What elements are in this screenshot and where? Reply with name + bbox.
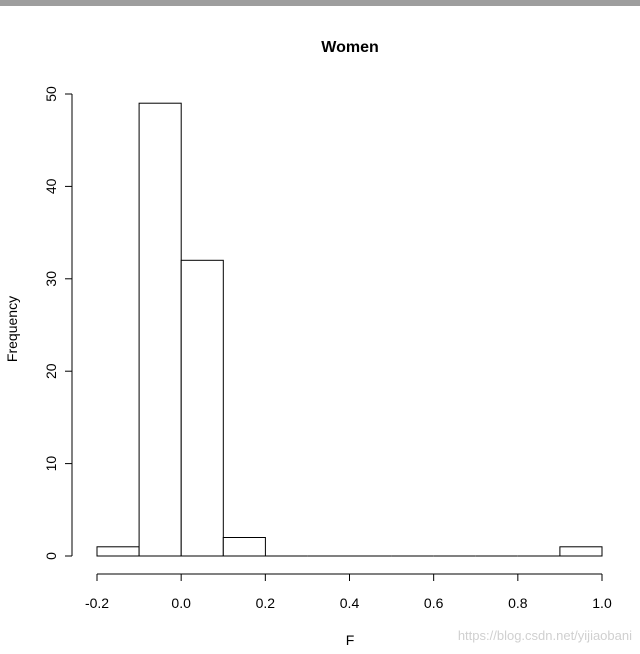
y-axis-label: Frequency	[4, 296, 20, 362]
y-tick-label: 0	[43, 552, 59, 560]
y-axis: 0 10 20 30 40 50	[43, 86, 73, 560]
x-tick-label: 0.6	[424, 595, 444, 611]
x-tick-label: 0.0	[171, 595, 191, 611]
x-tick-label: 0.8	[508, 595, 528, 611]
histogram-bars	[96, 102, 603, 557]
y-tick-label: 40	[43, 178, 59, 194]
window-top-bar	[0, 0, 640, 6]
histogram-bar	[222, 537, 266, 557]
x-tick-label: -0.2	[85, 595, 109, 611]
histogram-bar	[180, 259, 224, 557]
x-tick-label: 0.4	[340, 595, 360, 611]
x-axis: -0.2 0.0 0.2 0.4 0.6 0.8 1.0	[85, 573, 612, 611]
histogram-bar	[138, 102, 182, 557]
histogram-bar	[96, 546, 140, 557]
y-tick-label: 50	[43, 86, 59, 102]
y-tick-label: 30	[43, 271, 59, 287]
x-tick-label: 1.0	[592, 595, 612, 611]
y-tick-label: 10	[43, 456, 59, 472]
x-tick-label: 0.2	[256, 595, 276, 611]
chart-title: Women	[321, 39, 378, 56]
watermark-text: https://blog.csdn.net/yijiaobani	[458, 628, 632, 643]
x-axis-label: F	[346, 632, 355, 648]
y-tick-label: 20	[43, 363, 59, 379]
histogram-bar	[559, 546, 603, 557]
